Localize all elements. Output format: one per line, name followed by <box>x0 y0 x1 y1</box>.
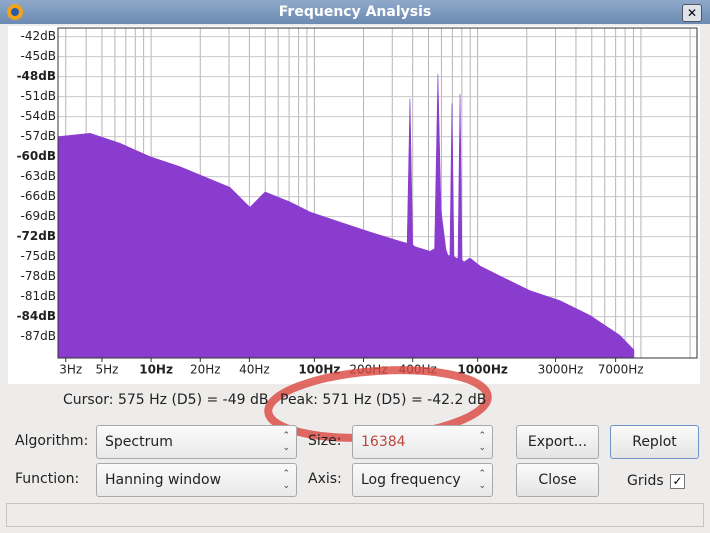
x-tick-label: 200Hz <box>349 363 387 377</box>
x-tick-label: 3Hz <box>59 363 82 377</box>
replot-button[interactable]: Replot <box>610 425 699 459</box>
algorithm-label: Algorithm: <box>15 433 89 449</box>
y-tick-label: -87dB <box>21 329 56 343</box>
y-tick-label: -51dB <box>21 89 56 103</box>
plot-background <box>8 26 700 384</box>
x-tick-label: 20Hz <box>190 363 221 377</box>
close-icon[interactable]: ✕ <box>682 4 702 22</box>
algorithm-select[interactable]: Spectrum <box>96 425 297 459</box>
app-icon <box>7 4 23 20</box>
spectrum-area <box>57 73 635 359</box>
y-tick-label: -72dB <box>17 229 56 243</box>
plot-frame <box>57 27 698 359</box>
x-tick-label: 5Hz <box>95 363 118 377</box>
size-select[interactable]: 16384 <box>352 425 493 459</box>
y-tick-label: -54dB <box>21 109 56 123</box>
cursor-readout: Cursor: 575 Hz (D5) = -49 dB <box>63 392 269 408</box>
x-tick-label: 10Hz <box>139 363 173 377</box>
size-label: Size: <box>308 433 342 449</box>
y-tick-label: -60dB <box>17 149 56 163</box>
x-tick-label: 3000Hz <box>538 363 584 377</box>
y-tick-label: -78dB <box>21 269 56 283</box>
axis-select[interactable]: Log frequency <box>352 463 493 497</box>
x-tick-label: 7000Hz <box>598 363 644 377</box>
y-tick-label: -69dB <box>21 209 56 223</box>
x-tick-label: 100Hz <box>298 363 340 377</box>
function-select[interactable]: Hanning window <box>96 463 297 497</box>
grids-label: Grids <box>627 473 664 489</box>
status-bar <box>6 503 704 527</box>
close-button[interactable]: Close <box>516 463 599 497</box>
y-tick-label: -48dB <box>17 69 56 83</box>
x-tick-label: 40Hz <box>239 363 270 377</box>
window-title: Frequency Analysis <box>278 4 432 20</box>
y-tick-label: -45dB <box>21 49 56 63</box>
axis-label: Axis: <box>308 471 342 487</box>
y-tick-label: -81dB <box>21 289 56 303</box>
y-tick-label: -42dB <box>21 29 56 43</box>
y-tick-label: -66dB <box>21 189 56 203</box>
export-button[interactable]: Export... <box>516 425 599 459</box>
y-tick-label: -75dB <box>21 249 56 263</box>
title-bar: Frequency Analysis ✕ <box>0 0 710 24</box>
function-label: Function: <box>15 471 80 487</box>
y-tick-label: -57dB <box>21 129 56 143</box>
x-tick-label: 1000Hz <box>457 363 507 377</box>
x-tick-label: 400Hz <box>399 363 437 377</box>
y-tick-label: -63dB <box>21 169 56 183</box>
grids-checkbox[interactable]: ✓ <box>670 474 685 489</box>
peak-readout: Peak: 571 Hz (D5) = -42.2 dB <box>280 392 487 408</box>
y-tick-label: -84dB <box>17 309 56 323</box>
